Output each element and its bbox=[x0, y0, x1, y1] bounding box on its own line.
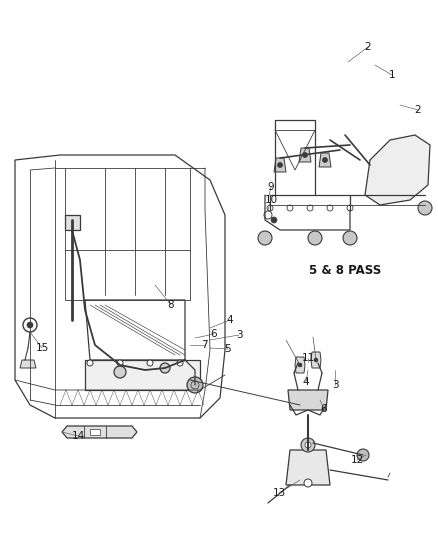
Text: 6: 6 bbox=[210, 329, 217, 339]
Circle shape bbox=[87, 360, 93, 366]
Circle shape bbox=[187, 377, 202, 393]
Circle shape bbox=[27, 322, 33, 328]
Circle shape bbox=[326, 205, 332, 211]
Polygon shape bbox=[364, 135, 429, 205]
Circle shape bbox=[258, 231, 272, 245]
Text: 10: 10 bbox=[264, 195, 277, 205]
Polygon shape bbox=[85, 360, 200, 390]
Polygon shape bbox=[90, 429, 100, 435]
Polygon shape bbox=[287, 390, 327, 410]
Circle shape bbox=[114, 366, 126, 378]
Circle shape bbox=[307, 231, 321, 245]
Text: 6: 6 bbox=[320, 404, 327, 414]
Polygon shape bbox=[65, 215, 80, 230]
Text: 15: 15 bbox=[35, 343, 49, 353]
Circle shape bbox=[23, 318, 37, 332]
Circle shape bbox=[303, 479, 311, 487]
Circle shape bbox=[356, 449, 368, 461]
Circle shape bbox=[263, 211, 272, 219]
Text: 4: 4 bbox=[226, 315, 233, 325]
Circle shape bbox=[147, 360, 153, 366]
Text: 1: 1 bbox=[388, 70, 394, 80]
Text: 8: 8 bbox=[167, 300, 174, 310]
Text: 5: 5 bbox=[224, 344, 231, 354]
Text: 9: 9 bbox=[267, 182, 274, 192]
Polygon shape bbox=[310, 352, 320, 368]
Polygon shape bbox=[273, 158, 285, 172]
Circle shape bbox=[286, 205, 292, 211]
Circle shape bbox=[159, 363, 170, 373]
Circle shape bbox=[346, 205, 352, 211]
Circle shape bbox=[277, 163, 282, 167]
Circle shape bbox=[117, 360, 123, 366]
Polygon shape bbox=[285, 450, 329, 485]
Circle shape bbox=[342, 231, 356, 245]
Polygon shape bbox=[318, 153, 330, 167]
Text: 11: 11 bbox=[301, 353, 314, 363]
Circle shape bbox=[300, 438, 314, 452]
Polygon shape bbox=[20, 360, 36, 368]
Text: 12: 12 bbox=[350, 455, 363, 465]
Text: 3: 3 bbox=[331, 380, 338, 390]
Circle shape bbox=[313, 358, 317, 362]
Circle shape bbox=[302, 152, 307, 157]
Text: 13: 13 bbox=[272, 488, 285, 498]
Text: 3: 3 bbox=[235, 330, 242, 340]
Circle shape bbox=[417, 201, 431, 215]
Circle shape bbox=[270, 217, 276, 223]
Text: 14: 14 bbox=[71, 431, 85, 441]
Circle shape bbox=[306, 205, 312, 211]
Text: 4: 4 bbox=[302, 377, 309, 387]
Polygon shape bbox=[294, 357, 304, 373]
Circle shape bbox=[322, 157, 327, 163]
Text: 7: 7 bbox=[200, 340, 207, 350]
Circle shape bbox=[266, 205, 272, 211]
Text: 2: 2 bbox=[364, 42, 371, 52]
Circle shape bbox=[304, 442, 310, 448]
Circle shape bbox=[297, 363, 301, 367]
Polygon shape bbox=[298, 148, 310, 162]
Circle shape bbox=[177, 360, 183, 366]
Text: 2: 2 bbox=[414, 105, 420, 115]
Text: 5 & 8 PASS: 5 & 8 PASS bbox=[308, 263, 380, 277]
Polygon shape bbox=[62, 426, 137, 438]
